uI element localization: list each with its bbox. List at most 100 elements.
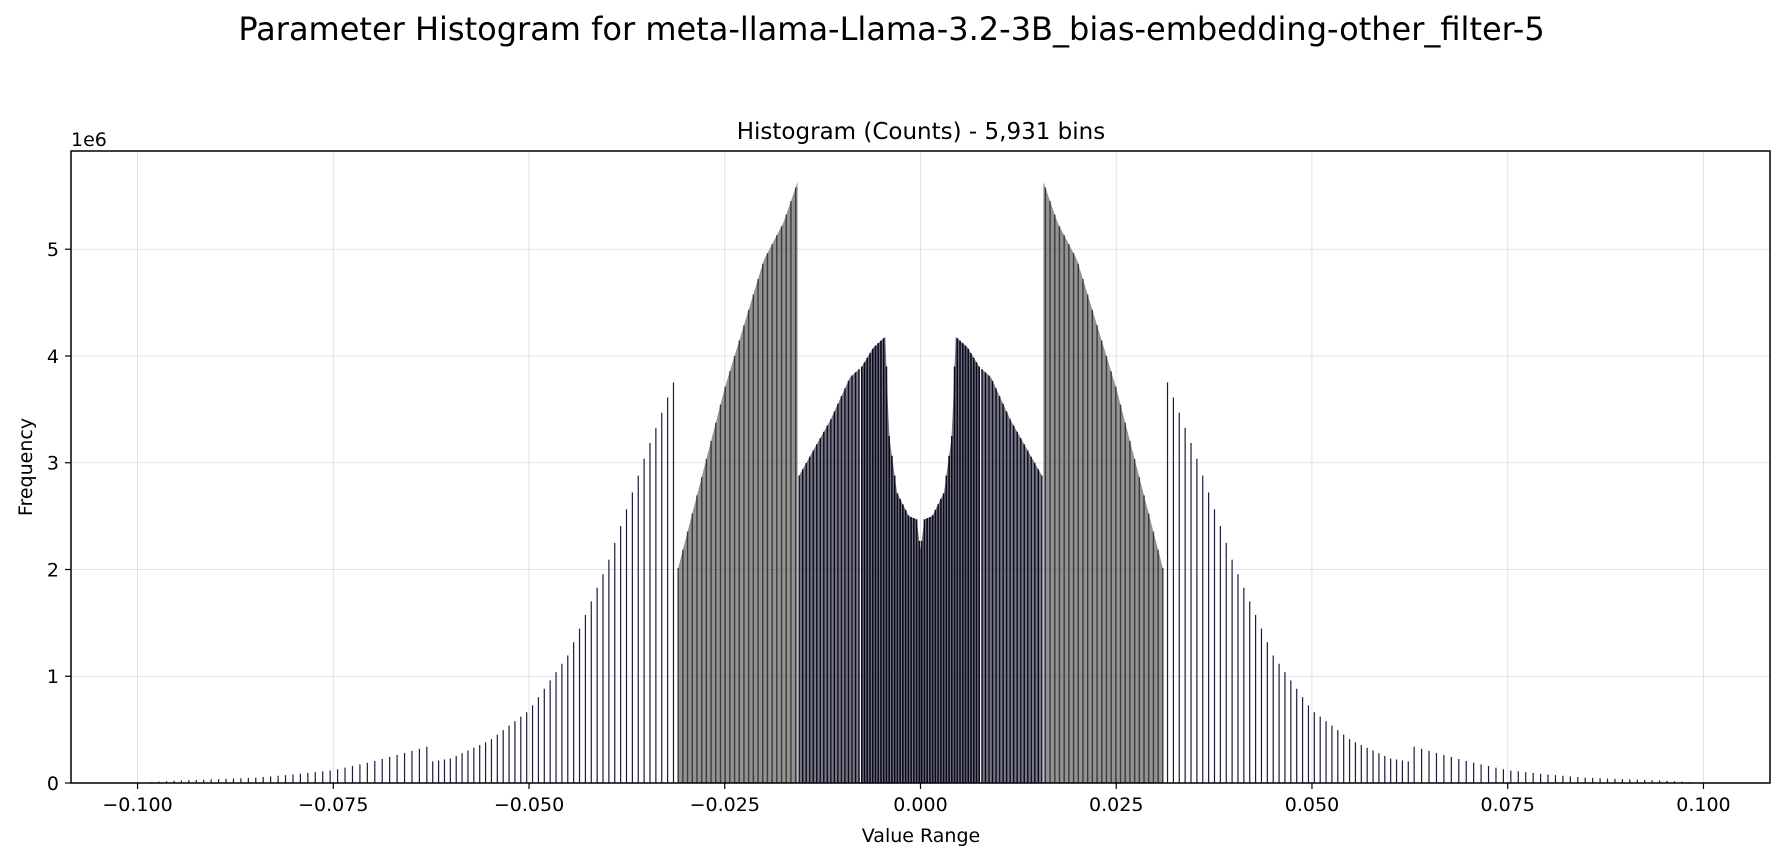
histogram-bar	[1562, 775, 1564, 783]
histogram-bar	[637, 475, 639, 783]
histogram-bar	[1225, 542, 1227, 783]
histogram-bar	[329, 770, 331, 783]
histogram-bar	[1237, 574, 1239, 783]
x-tick-label: 0.075	[1481, 794, 1535, 816]
histogram-bar	[1473, 762, 1475, 783]
histogram-bar	[188, 780, 190, 783]
histogram-bar	[1249, 601, 1251, 783]
histogram-bar	[1354, 742, 1357, 783]
histogram-bar	[508, 725, 510, 783]
histogram-bar	[299, 773, 301, 783]
histogram-bar	[620, 526, 622, 783]
histogram-bar	[165, 781, 168, 783]
histogram-bar	[1636, 779, 1638, 783]
histogram-bar	[596, 587, 598, 783]
histogram-bar	[1166, 382, 1169, 783]
histogram-bar	[1487, 766, 1490, 783]
histogram-bar	[284, 775, 287, 783]
histogram-bar	[860, 366, 863, 783]
histogram-bar	[1272, 655, 1274, 783]
histogram-bar	[359, 764, 361, 783]
histogram-bar	[1343, 734, 1345, 783]
histogram-bar	[1599, 778, 1601, 783]
histogram-bar	[1666, 780, 1668, 783]
histogram-bar	[467, 750, 469, 783]
histogram-bar	[1495, 767, 1497, 783]
histogram-bar	[1390, 758, 1392, 783]
histogram-bar	[567, 655, 569, 783]
histogram-bar	[396, 754, 398, 783]
y-axis-ticks: 0 1 2 3 4 5	[47, 239, 71, 795]
chart-subtitle: Histogram (Counts) - 5,931 bins	[737, 119, 1105, 145]
histogram-bar	[1651, 780, 1653, 783]
histogram-bars	[143, 181, 1698, 784]
histogram-bar	[307, 772, 309, 783]
y-tick-label: 1	[47, 666, 59, 688]
histogram-bar	[496, 734, 498, 783]
histogram-bar	[520, 716, 522, 783]
histogram-bar	[1525, 772, 1527, 783]
histogram-bar	[543, 688, 545, 783]
histogram-bar	[1231, 559, 1233, 783]
histogram-bar	[1307, 705, 1310, 783]
histogram-bar	[1337, 730, 1339, 783]
y-tick-label: 5	[47, 239, 59, 261]
histogram-bar	[1184, 427, 1186, 783]
histogram-bar	[1443, 754, 1445, 783]
histogram-bar	[1517, 771, 1519, 783]
histogram-bar	[590, 601, 592, 783]
histogram-bar	[366, 762, 368, 783]
histogram-bar	[1384, 755, 1386, 783]
histogram-bar	[502, 730, 504, 783]
histogram-bar	[514, 721, 516, 783]
histogram-bar	[531, 705, 534, 783]
histogram-bar	[292, 774, 294, 783]
histogram-bar	[1331, 725, 1333, 783]
histogram-bar	[1260, 628, 1263, 783]
histogram-bar	[1577, 776, 1579, 783]
y-axis-label: Frequency	[15, 418, 37, 516]
histogram-bar	[1290, 680, 1292, 783]
histogram-bar	[381, 758, 383, 783]
histogram-bar	[484, 742, 487, 783]
histogram-bar	[1407, 761, 1409, 783]
histogram-bar	[210, 779, 212, 783]
histogram-bar	[322, 771, 324, 783]
histogram-bar	[270, 776, 272, 783]
histogram-bar	[1178, 412, 1180, 783]
histogram-bar-region	[861, 336, 980, 783]
histogram-bar	[344, 767, 346, 783]
histogram-bar	[1219, 526, 1221, 783]
histogram-bar	[1480, 764, 1482, 783]
histogram-bar	[1366, 747, 1368, 783]
histogram-bar	[1313, 712, 1315, 783]
histogram-bar	[614, 542, 616, 783]
histogram-bar	[1420, 748, 1423, 783]
x-tick-label: −0.050	[494, 794, 564, 816]
histogram-bar	[314, 772, 316, 783]
y-offset-label: 1e6	[71, 129, 107, 151]
histogram-bar	[173, 780, 175, 783]
histogram-bar	[1540, 773, 1542, 783]
histogram-bar	[655, 427, 657, 783]
histogram-bar	[180, 780, 182, 783]
histogram-bar-region	[799, 368, 860, 783]
histogram-bar	[1301, 697, 1304, 783]
histogram-bar	[1395, 759, 1398, 783]
histogram-bar	[667, 397, 669, 783]
histogram-bar	[374, 761, 376, 783]
histogram-bar	[247, 777, 249, 783]
histogram-bar	[1621, 779, 1624, 783]
histogram-bar	[608, 559, 610, 783]
histogram-bar	[443, 759, 446, 783]
x-tick-label: 0.025	[1089, 794, 1143, 816]
histogram-bar	[232, 778, 235, 783]
x-tick-label: 0.000	[893, 794, 947, 816]
histogram-bar	[240, 778, 242, 783]
x-tick-label: −0.075	[298, 794, 368, 816]
histogram-bar	[1213, 509, 1216, 783]
histogram-bar	[537, 697, 540, 783]
histogram-bar	[1458, 758, 1460, 783]
histogram-bar	[255, 777, 257, 783]
